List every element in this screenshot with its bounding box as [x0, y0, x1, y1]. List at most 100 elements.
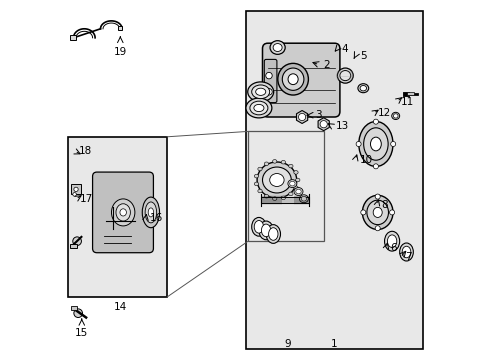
Ellipse shape [247, 82, 273, 102]
Ellipse shape [281, 196, 285, 199]
Ellipse shape [269, 174, 284, 186]
Ellipse shape [268, 228, 277, 240]
Text: 17: 17 [80, 194, 93, 204]
Ellipse shape [287, 74, 298, 85]
Ellipse shape [357, 84, 368, 93]
Ellipse shape [251, 85, 269, 99]
Text: 10: 10 [359, 155, 372, 165]
Text: 2: 2 [323, 60, 330, 70]
Bar [71, 306, 77, 310]
FancyBboxPatch shape [92, 172, 153, 253]
Ellipse shape [289, 181, 294, 186]
Ellipse shape [264, 162, 268, 166]
Ellipse shape [254, 182, 258, 186]
Ellipse shape [372, 207, 382, 217]
Ellipse shape [265, 72, 272, 79]
Text: 12: 12 [377, 108, 390, 118]
Text: 8: 8 [381, 200, 387, 210]
Ellipse shape [301, 197, 306, 201]
Ellipse shape [293, 186, 298, 189]
Text: 15: 15 [75, 328, 88, 338]
Ellipse shape [282, 68, 303, 90]
Ellipse shape [262, 167, 291, 193]
Text: 9: 9 [284, 339, 290, 349]
Ellipse shape [249, 101, 267, 115]
Ellipse shape [258, 221, 273, 240]
Circle shape [320, 121, 326, 128]
Ellipse shape [293, 171, 298, 174]
Circle shape [355, 141, 361, 147]
FancyBboxPatch shape [262, 43, 339, 117]
Ellipse shape [272, 197, 276, 201]
Ellipse shape [281, 161, 285, 164]
Text: 3: 3 [314, 110, 321, 120]
Ellipse shape [359, 85, 366, 91]
Ellipse shape [264, 194, 268, 198]
Bar [247, 131, 323, 241]
Circle shape [74, 309, 82, 318]
Circle shape [73, 193, 76, 196]
Circle shape [298, 113, 305, 121]
Bar [246, 11, 422, 349]
Bar [70, 244, 77, 248]
Ellipse shape [254, 220, 263, 233]
Ellipse shape [288, 192, 292, 196]
Ellipse shape [362, 195, 392, 230]
Ellipse shape [337, 68, 352, 83]
Ellipse shape [277, 63, 308, 95]
Text: 1: 1 [330, 339, 337, 349]
Ellipse shape [120, 209, 126, 216]
Bar [406, 92, 413, 95]
Ellipse shape [339, 71, 350, 81]
Text: 18: 18 [79, 146, 92, 156]
Bar [118, 26, 122, 30]
Ellipse shape [287, 180, 296, 188]
Circle shape [373, 164, 378, 169]
Circle shape [389, 210, 394, 215]
Ellipse shape [386, 235, 396, 248]
Circle shape [374, 194, 380, 199]
Ellipse shape [265, 225, 280, 243]
Ellipse shape [269, 41, 285, 54]
Ellipse shape [272, 159, 276, 163]
Ellipse shape [257, 162, 296, 198]
Ellipse shape [251, 217, 265, 236]
Ellipse shape [273, 44, 282, 51]
Circle shape [374, 226, 380, 231]
Ellipse shape [116, 204, 130, 221]
Ellipse shape [401, 246, 410, 258]
Text: 13: 13 [336, 121, 349, 131]
Ellipse shape [111, 199, 135, 226]
Circle shape [74, 187, 78, 192]
Text: 16: 16 [150, 213, 163, 223]
Text: 11: 11 [400, 96, 413, 107]
Circle shape [73, 237, 81, 246]
Ellipse shape [391, 112, 399, 120]
Text: 19: 19 [113, 47, 127, 57]
Text: 14: 14 [113, 302, 127, 312]
Text: 4: 4 [341, 44, 347, 54]
Ellipse shape [257, 167, 262, 171]
Ellipse shape [254, 174, 258, 178]
Ellipse shape [145, 202, 156, 223]
Ellipse shape [261, 224, 270, 237]
Ellipse shape [142, 197, 159, 228]
Bar [68, 137, 167, 297]
Ellipse shape [366, 200, 387, 225]
Text: 7: 7 [404, 252, 410, 262]
Circle shape [373, 119, 378, 124]
Bar [70, 35, 76, 40]
Ellipse shape [363, 128, 387, 160]
Ellipse shape [295, 178, 299, 182]
Circle shape [390, 141, 395, 147]
Ellipse shape [257, 189, 262, 193]
Ellipse shape [148, 208, 153, 217]
Bar [71, 184, 81, 194]
Ellipse shape [370, 137, 381, 151]
Text: 6: 6 [389, 243, 396, 253]
Circle shape [360, 210, 365, 215]
Ellipse shape [392, 114, 397, 118]
Ellipse shape [265, 89, 272, 95]
Ellipse shape [358, 122, 392, 166]
Ellipse shape [384, 231, 399, 251]
